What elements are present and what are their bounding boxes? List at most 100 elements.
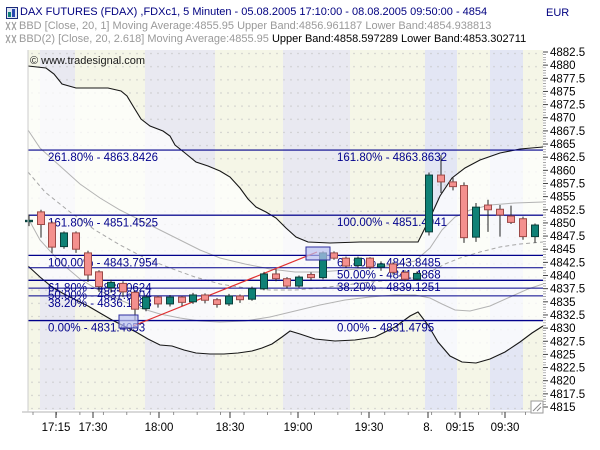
y-axis-label: 4862.5 bbox=[550, 152, 585, 164]
candle-bearish[interactable] bbox=[437, 174, 445, 183]
candle-bearish[interactable] bbox=[131, 291, 139, 310]
candle-bullish[interactable] bbox=[60, 232, 68, 248]
bollinger-outer-lower-band[interactable] bbox=[27, 265, 544, 364]
y-axis-label: 4865 bbox=[550, 139, 576, 151]
indicator-legend-bbd2-params: BBD(2) [Close, 20, 2.618] Moving Average… bbox=[19, 33, 272, 45]
x-axis-label: 09:30 bbox=[491, 422, 520, 434]
candle-bearish[interactable] bbox=[330, 252, 338, 259]
candle-bearish[interactable] bbox=[201, 294, 209, 301]
candle-bullish[interactable] bbox=[25, 219, 33, 223]
candle-bullish[interactable] bbox=[295, 276, 303, 287]
candle-bearish[interactable] bbox=[95, 271, 103, 288]
candle-bearish[interactable] bbox=[519, 218, 527, 238]
y-axis-label: 4842.5 bbox=[550, 257, 585, 269]
trendline-anchor-handle[interactable] bbox=[118, 314, 139, 329]
x-axis-label: 18:30 bbox=[216, 422, 245, 434]
candle-bearish[interactable] bbox=[283, 278, 291, 287]
candle-bearish[interactable] bbox=[84, 252, 92, 276]
candle-bearish[interactable] bbox=[449, 181, 457, 188]
candle-bullish[interactable] bbox=[225, 295, 233, 305]
candle-bullish[interactable] bbox=[166, 296, 174, 305]
y-axis-label: 4852.5 bbox=[550, 205, 585, 217]
y-axis-label: 4875 bbox=[550, 86, 576, 98]
candle-bearish[interactable] bbox=[460, 185, 468, 239]
y-axis-label: 4827.5 bbox=[550, 336, 585, 348]
candle-bullish[interactable] bbox=[260, 273, 268, 290]
fib-right-label: 0.00% - 4831.4795 bbox=[337, 322, 434, 334]
x-axis-label: 19:30 bbox=[355, 422, 384, 434]
candle-bullish[interactable] bbox=[377, 263, 385, 268]
candle-bullish[interactable] bbox=[413, 272, 421, 280]
x-axis-label: 17:30 bbox=[79, 422, 108, 434]
trendline[interactable] bbox=[132, 251, 318, 327]
x-axis-label: 09:15 bbox=[446, 422, 475, 434]
candle-bearish[interactable] bbox=[178, 296, 186, 303]
candle-bearish[interactable] bbox=[389, 263, 397, 273]
x-axis-label: 19:00 bbox=[284, 422, 313, 434]
candle-bearish[interactable] bbox=[496, 208, 504, 216]
trendline-anchor-handle[interactable] bbox=[305, 246, 331, 261]
candle-bearish[interactable] bbox=[37, 211, 45, 226]
fib-right-label: 161.80% - 4863.8632 bbox=[337, 152, 447, 164]
indicator-legend-bbd[interactable]: BBD [Close, 20, 1] Moving Average:4855.9… bbox=[19, 20, 492, 32]
candle-bearish[interactable] bbox=[401, 271, 409, 280]
y-axis-label: 4822.5 bbox=[550, 363, 585, 375]
x-axis-label: 17:15 bbox=[42, 422, 71, 434]
candle-bearish[interactable] bbox=[507, 215, 515, 223]
chart-document-icon bbox=[6, 7, 18, 19]
candle-bearish[interactable] bbox=[272, 273, 280, 280]
candle-bullish[interactable] bbox=[142, 296, 150, 310]
y-axis-label: 4882.5 bbox=[550, 47, 585, 59]
candle-bearish[interactable] bbox=[119, 282, 127, 293]
y-axis-label: 4847.5 bbox=[550, 231, 585, 243]
x-axis-label: 8. bbox=[423, 422, 433, 434]
candle-bearish[interactable] bbox=[72, 232, 80, 250]
y-axis-label: 4837.5 bbox=[550, 284, 585, 296]
candle-bearish[interactable] bbox=[366, 257, 374, 268]
candle-bearish[interactable] bbox=[236, 295, 244, 301]
candle-bullish[interactable] bbox=[189, 294, 197, 303]
currency-label: EUR bbox=[546, 7, 570, 19]
fib-left-label: 161.80% - 4851.4525 bbox=[48, 217, 158, 229]
indicator-icon bbox=[5, 21, 18, 31]
candle-bearish[interactable] bbox=[154, 296, 162, 305]
y-axis-label: 4845 bbox=[550, 244, 576, 256]
candle-bullish[interactable] bbox=[248, 288, 256, 300]
candle-bearish[interactable] bbox=[342, 257, 350, 267]
candle-bullish[interactable] bbox=[354, 257, 362, 267]
candle-bullish[interactable] bbox=[107, 281, 115, 289]
y-axis-label: 4817.5 bbox=[550, 389, 585, 401]
y-axis-label: 4872.5 bbox=[550, 100, 585, 112]
y-axis-label: 4855 bbox=[550, 192, 576, 204]
y-axis-label: 4850 bbox=[550, 218, 576, 230]
y-axis-ruler[interactable] bbox=[543, 51, 546, 408]
fib-right-label: 38.20% - 4839.1251 bbox=[337, 282, 441, 294]
candle-bearish[interactable] bbox=[484, 204, 492, 211]
fib-right-label: 61.80% - 4843.8485 bbox=[337, 257, 441, 269]
candle-bullish[interactable] bbox=[531, 224, 539, 238]
fib-left-label: 261.80% - 4863.8426 bbox=[48, 152, 158, 164]
candle-bearish[interactable] bbox=[213, 299, 221, 305]
indicator-icon bbox=[5, 34, 18, 44]
indicator-legend-bbd2-values: Upper Band:4858.597289 Lower Band:4853.3… bbox=[271, 33, 527, 45]
candle-bearish[interactable] bbox=[48, 222, 56, 248]
candle-bearish[interactable] bbox=[307, 273, 315, 279]
bollinger-channel-fill bbox=[28, 66, 543, 363]
indicator-legend-bbd2[interactable]: BBD(2) [Close, 20, 2.618] Moving Average… bbox=[19, 33, 526, 45]
candle-bullish[interactable] bbox=[472, 206, 480, 238]
resize-grip[interactable] bbox=[530, 400, 544, 414]
y-axis-label: 4857.5 bbox=[550, 178, 585, 190]
fib-right-label: 100.00% - 4851.4941 bbox=[337, 217, 447, 229]
copyright-label: © www.tradesignal.com bbox=[30, 55, 146, 67]
y-axis-label: 4870 bbox=[550, 113, 576, 125]
y-axis-label: 4860 bbox=[550, 165, 576, 177]
bollinger-inner-lower-band[interactable] bbox=[27, 217, 544, 323]
candle-bullish[interactable] bbox=[425, 174, 433, 233]
moving-average-line[interactable] bbox=[27, 171, 544, 291]
bollinger-inner-upper-band[interactable] bbox=[27, 129, 544, 273]
bollinger-outer-upper-band[interactable] bbox=[27, 65, 544, 244]
y-axis-label: 4840 bbox=[550, 271, 576, 283]
chart-title: DAX FUTURES (FDAX) ,FDXc1, 5 Minuten - 0… bbox=[20, 6, 488, 18]
